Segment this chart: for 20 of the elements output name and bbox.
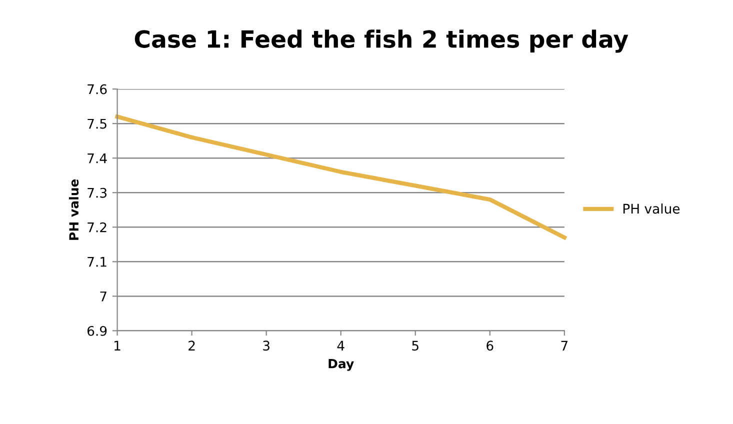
y-tick-label: 7.4: [88, 153, 107, 164]
y-tick-label: 7.2: [88, 222, 106, 232]
x-tick-label: 1: [114, 340, 120, 350]
y-axis-title: PH value: [68, 179, 79, 240]
y-tick-label: 7.1: [88, 257, 106, 267]
x-tick-label: 7: [561, 340, 568, 350]
x-tick-label: 6: [486, 340, 494, 351]
x-axis-title: Day: [328, 359, 354, 371]
y-tick-label: 7.5: [88, 118, 106, 129]
x-tick-label: 4: [337, 340, 344, 350]
line-series: [115, 114, 566, 240]
y-tick-label: 7: [100, 292, 106, 302]
y-tick-label: 7.6: [88, 84, 107, 94]
x-tick-label: 3: [263, 340, 270, 351]
x-tick-label: 5: [412, 340, 418, 351]
legend-label: PH value: [623, 203, 680, 214]
chart-title: Case 1: Feed the fish 2 times per day: [134, 30, 628, 53]
y-tick-label: 7.3: [88, 188, 106, 198]
y-tick-label: 6.9: [87, 326, 107, 336]
x-tick-label: 2: [188, 340, 195, 350]
